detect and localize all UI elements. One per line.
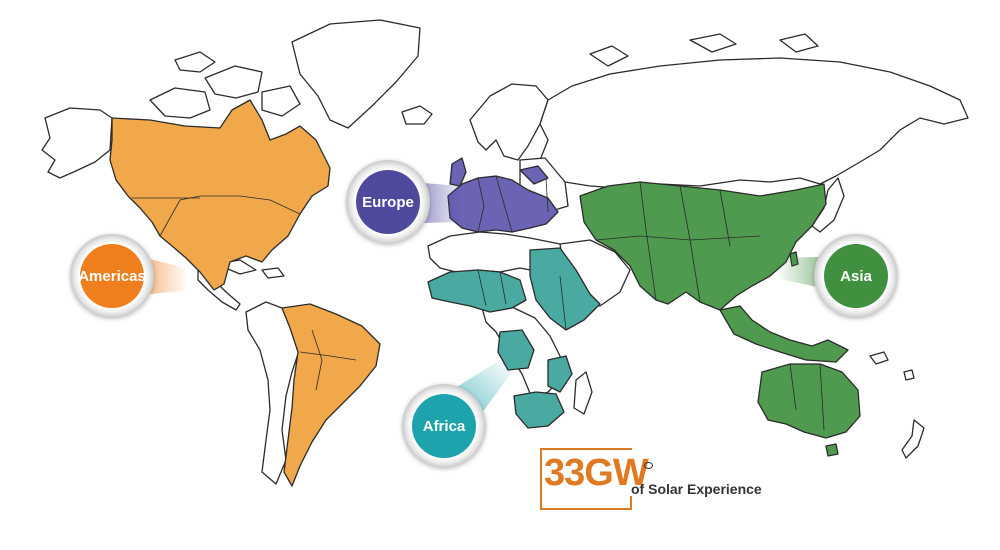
bubble-asia[interactable]: Asia: [814, 234, 898, 318]
brand-tagline: 33GW of Solar Experience: [540, 448, 800, 512]
bubble-africa[interactable]: Africa: [402, 384, 486, 468]
bubble-europe[interactable]: Europe: [346, 160, 430, 244]
brand-text: of Solar Experience: [631, 481, 762, 497]
region-asia: [579, 181, 861, 457]
europe-bubble-fill: [356, 170, 420, 234]
asia-label: Asia: [840, 268, 872, 285]
region-europe: [447, 157, 559, 233]
dot-mark: [644, 462, 653, 469]
region-americas: [109, 99, 381, 487]
brand-frame: [540, 448, 632, 510]
bubble-americas[interactable]: Americas: [70, 234, 154, 318]
region-africa: [427, 247, 601, 429]
europe-label: Europe: [362, 194, 414, 211]
americas-bubble-fill: [80, 244, 144, 308]
africa-label: Africa: [423, 418, 466, 435]
brand-figure: 33GW: [544, 452, 649, 494]
country-borders: [132, 175, 825, 431]
asia-bubble-fill: [824, 244, 888, 308]
africa-bubble-fill: [412, 394, 476, 458]
americas-label: Americas: [78, 268, 146, 285]
